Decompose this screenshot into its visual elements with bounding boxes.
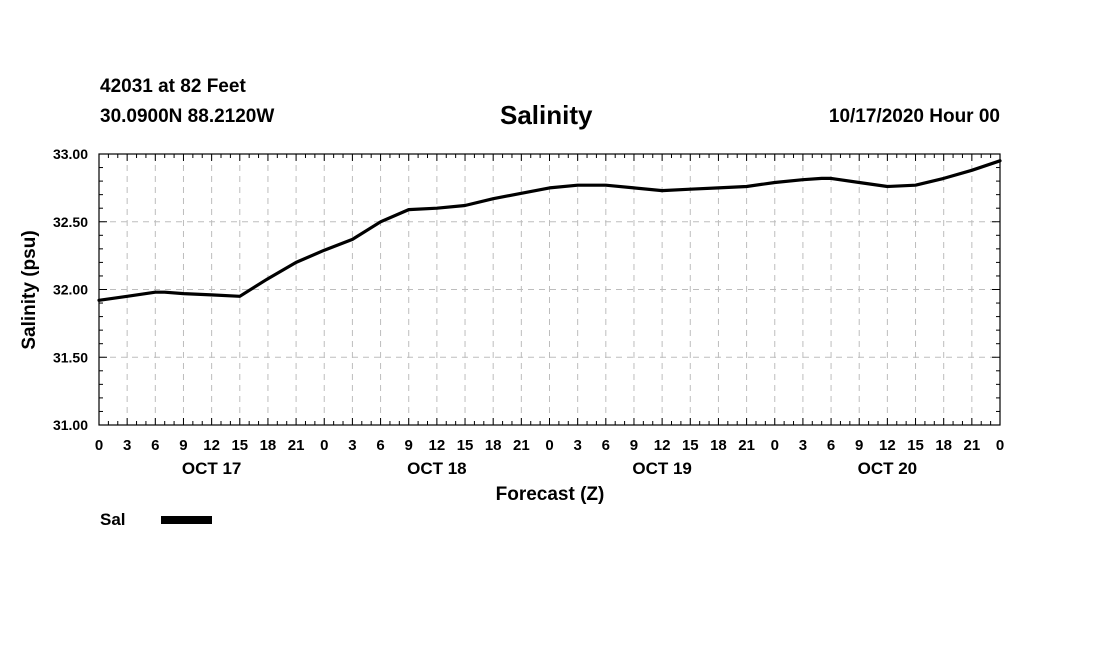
x-tick-label: 21 [513,437,530,454]
x-tick-label: 3 [573,437,581,454]
x-tick-label: 18 [260,437,277,454]
x-tick-label: 0 [996,437,1004,454]
x-tick-label: 21 [288,437,305,454]
y-tick-label: 31.00 [53,417,88,433]
x-axis-label: Forecast (Z) [496,484,605,505]
x-tick-label: 21 [738,437,755,454]
x-tick-label: 12 [429,437,446,454]
series-line-sal [97,159,1002,302]
x-day-label: OCT 19 [632,459,692,478]
y-tick-label: 32.50 [53,214,88,230]
y-tick-label: 32.00 [53,282,88,298]
x-tick-label: 15 [907,437,924,454]
x-tick-label: 6 [602,437,610,454]
label-layer: 0 3 6 9 12 15 18 21 0 3 6 9 12 15 18 21 0 3 6 9 12 15 18 21 0 3 6 9… [53,146,1004,478]
y-tick-label: 33.00 [53,146,88,162]
legend-swatch [161,516,212,524]
x-tick-label: 18 [710,437,727,454]
x-tick-label: 3 [123,437,131,454]
y-tick-label: 31.50 [53,349,88,365]
x-tick-label: 0 [771,437,779,454]
x-tick-label: 9 [405,437,413,454]
y-axis-label: Salinity (psu) [19,230,40,349]
run-time: 10/17/2020 Hour 00 [828,106,1000,127]
x-tick-label: 3 [348,437,356,454]
x-tick-label: 0 [95,437,103,454]
x-day-label: OCT 17 [182,459,242,478]
x-day-label: OCT 18 [407,459,467,478]
x-tick-label: 6 [151,437,159,454]
chart-title: Salinity [500,100,593,130]
legend: Sal [100,510,212,529]
station-coordinates: 30.0900N 88.2120W [100,106,275,127]
x-tick-label: 15 [231,437,248,454]
x-tick-label: 21 [964,437,981,454]
x-day-label: OCT 20 [858,459,918,478]
tick-layer [98,153,1001,426]
x-tick-label: 12 [879,437,896,454]
station-title: 42031 at 82 Feet [100,76,246,97]
x-tick-label: 15 [682,437,699,454]
x-tick-label: 18 [485,437,502,454]
x-tick-label: 12 [654,437,671,454]
x-tick-label: 9 [179,437,187,454]
x-tick-label: 3 [799,437,807,454]
x-tick-label: 9 [630,437,638,454]
legend-label: Sal [100,510,126,529]
x-tick-label: 0 [320,437,328,454]
grid-layer [99,154,1000,425]
x-tick-label: 0 [545,437,553,454]
x-tick-label: 9 [855,437,863,454]
x-tick-label: 15 [457,437,474,454]
x-tick-label: 18 [935,437,952,454]
series-layer [97,159,1002,302]
plot-frame [98,153,1001,426]
x-tick-label: 6 [376,437,384,454]
x-tick-label: 6 [827,437,835,454]
x-tick-label: 12 [203,437,220,454]
